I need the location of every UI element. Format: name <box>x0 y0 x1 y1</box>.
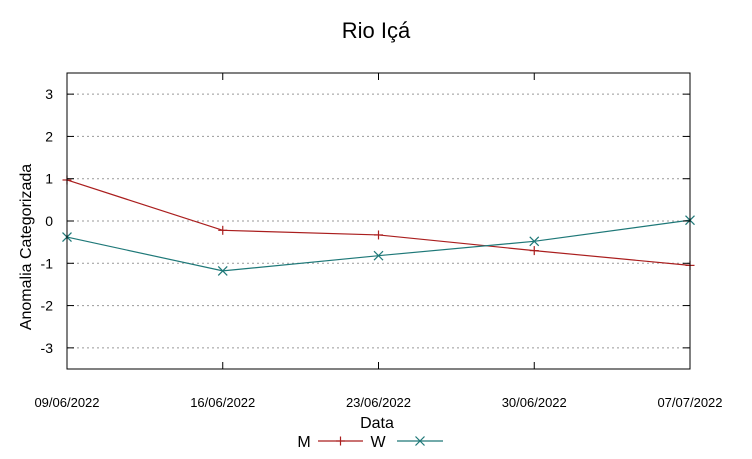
legend-label-w: W <box>370 434 386 451</box>
y-tick-label: 3 <box>45 86 53 102</box>
data-point-w <box>373 250 384 261</box>
y-tick-label: -3 <box>41 340 54 356</box>
axis-ticks: 3 2 1 0 -1 -2 -3 09/06/2022 16/06/2022 23/06/2022… <box>34 73 723 410</box>
legend-marker-w <box>415 436 425 446</box>
y-tick-label: -2 <box>41 298 54 314</box>
y-tick-label: -1 <box>41 255 54 271</box>
x-axis-label: Data <box>360 415 394 432</box>
data-point-m <box>218 225 228 235</box>
x-tick-label: 23/06/2022 <box>346 395 411 410</box>
data-point-w <box>217 265 228 276</box>
y-axis-label: Anomalia Categorizada <box>18 164 35 330</box>
x-tick-label: 30/06/2022 <box>502 395 567 410</box>
legend-marker-m <box>336 436 345 446</box>
y-tick-label: 0 <box>45 213 53 229</box>
x-tick-label: 07/07/2022 <box>657 395 722 410</box>
data-point-w <box>529 236 540 247</box>
x-tick-label: 09/06/2022 <box>34 395 99 410</box>
data-point-m <box>374 230 383 240</box>
chart-title: Rio Içá <box>342 18 411 43</box>
legend-label-m: M <box>297 434 310 451</box>
y-tick-label: 1 <box>45 171 53 187</box>
y-tick-label: 2 <box>45 128 53 144</box>
grid-lines <box>67 93 690 349</box>
series-line-m <box>66 179 691 266</box>
x-tick-label: 16/06/2022 <box>190 395 255 410</box>
series-lines <box>62 175 695 276</box>
data-point-m <box>529 246 539 256</box>
